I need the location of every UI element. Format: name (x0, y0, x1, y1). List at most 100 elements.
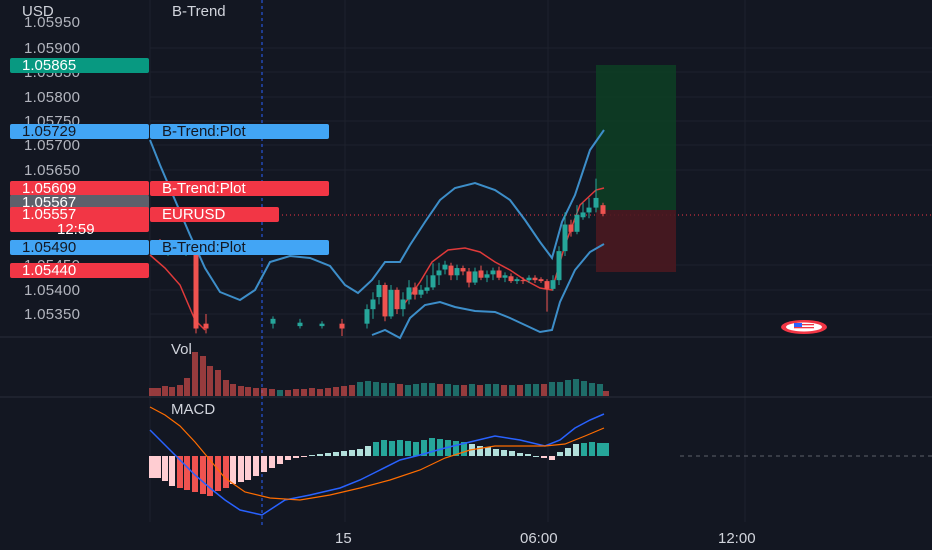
macd-histogram-bar (238, 456, 244, 482)
volume-bar (333, 387, 339, 396)
volume-bars (149, 352, 609, 396)
macd-histogram-bar (309, 455, 315, 456)
candle-body (319, 323, 325, 327)
macd-histogram-bar (437, 439, 443, 456)
candle-body (600, 205, 606, 214)
volume-bar (317, 389, 323, 396)
candle-body (442, 264, 448, 270)
volume-bar (445, 384, 451, 396)
volume-bar (277, 390, 283, 396)
volume-bar (365, 381, 371, 396)
lower-band-price-tag: 1.05490 (10, 240, 149, 255)
volume-bar (557, 382, 563, 396)
volume-bar (223, 380, 229, 396)
volume-bar (509, 385, 515, 396)
volume-bar (349, 385, 355, 396)
volume-bar (269, 389, 275, 396)
candle-body (424, 287, 430, 291)
macd-histogram-bar (509, 451, 515, 456)
macd-histogram-bar (501, 450, 507, 456)
candles[interactable] (150, 178, 606, 336)
macd-histogram-bar (533, 456, 539, 457)
position-zones[interactable] (596, 65, 676, 272)
candle-body (550, 280, 556, 289)
macd-histogram-bar (253, 456, 259, 476)
volume-bar (301, 389, 307, 396)
candle-body (418, 289, 424, 295)
candle-body (460, 268, 466, 272)
volume-bar (149, 388, 155, 396)
macd-histogram-bar (277, 456, 283, 464)
volume-pane-title[interactable]: Vol (171, 341, 192, 358)
upper-band-price-tag: 1.05729 (10, 124, 149, 139)
macd-histogram-bar (557, 452, 563, 456)
macd-histogram-bar (373, 442, 379, 456)
volume-bar (469, 384, 475, 396)
time-axis-label: 06:00 (520, 530, 558, 547)
volume-bar (573, 379, 579, 396)
price-tick: 1.05350 (24, 306, 81, 323)
volume-bar (381, 383, 387, 396)
macd-histogram-bar (207, 456, 213, 496)
us-flag-icon[interactable] (780, 319, 828, 335)
macd-histogram-bar (230, 456, 236, 484)
macd-histogram-bar (365, 446, 371, 456)
volume-bar (405, 385, 411, 396)
price-tick: 1.05800 (24, 89, 81, 106)
last-price-value: 1.05557 (22, 206, 77, 223)
macd-histogram-bar (317, 454, 323, 456)
candle-body (370, 299, 376, 310)
volume-bar (597, 384, 603, 396)
volume-bar (200, 356, 206, 396)
macd-histogram-bar (285, 456, 291, 460)
macd-pane-title[interactable]: MACD (171, 401, 216, 418)
macd-histogram-bar (162, 456, 168, 481)
candle-body (593, 197, 599, 208)
candle-body (454, 268, 460, 276)
candle-body (400, 299, 406, 310)
volume-bar (357, 382, 363, 396)
volume-bar (565, 380, 571, 396)
price-tick: 1.05900 (24, 40, 81, 57)
candle-body (508, 276, 514, 282)
volume-bar (493, 384, 499, 396)
macd-histogram-bar (215, 456, 221, 491)
volume-bar (541, 384, 547, 396)
volume-bar (293, 389, 299, 396)
volume-bar (533, 384, 539, 396)
macd-histogram-bar (301, 456, 307, 457)
macd-histogram-bar (549, 456, 555, 460)
macd-histogram-bar (525, 454, 531, 456)
volume-bar (429, 383, 435, 396)
macd-histogram-bar (597, 443, 603, 456)
volume-bar (421, 383, 427, 396)
volume-bar (253, 388, 259, 396)
macd-line (149, 413, 605, 516)
candle-body (388, 289, 394, 317)
price-tick: 1.05650 (24, 162, 81, 179)
macd-histogram-bar (357, 449, 363, 456)
axis-currency-label[interactable]: USD (22, 3, 54, 20)
candle-body (562, 224, 568, 252)
candle-body (586, 207, 592, 213)
candle-body (478, 270, 484, 278)
macd-histogram-bar (603, 443, 609, 456)
volume-bar (238, 386, 244, 396)
volume-bar (517, 385, 523, 396)
volume-bar (207, 366, 213, 396)
stop-loss-zone (596, 210, 676, 272)
indicator-title[interactable]: B-Trend (172, 3, 226, 20)
volume-bar (485, 384, 491, 396)
candle-body (490, 270, 496, 275)
macd-histogram-bar (573, 444, 579, 456)
macd-histogram-bar (349, 450, 355, 456)
macd-histogram-bar (493, 449, 499, 456)
candle-body (532, 277, 538, 281)
macd-histogram-bar (453, 441, 459, 456)
volume-bar (169, 387, 175, 396)
volume-bar (192, 352, 198, 396)
candle-body (382, 284, 388, 317)
volume-bar (603, 391, 609, 396)
lower-band-label: B-Trend:Plot (150, 240, 329, 255)
